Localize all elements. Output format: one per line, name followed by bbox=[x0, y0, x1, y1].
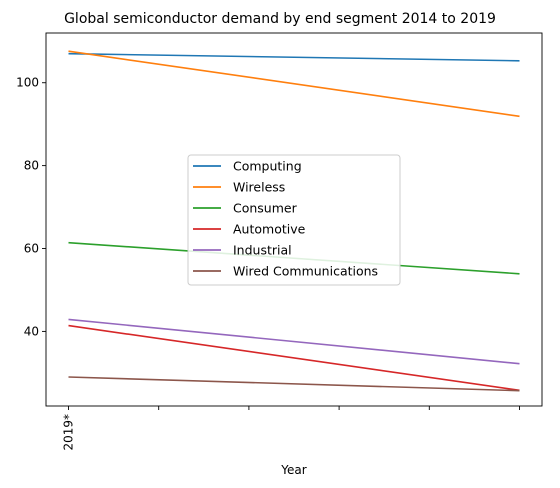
legend-label-computing: Computing bbox=[233, 159, 302, 174]
legend-label-wired-communications: Wired Communications bbox=[233, 264, 378, 279]
legend: Computing Wireless Consumer Automotive Indus… bbox=[187, 154, 401, 286]
y-tick-label: 80 bbox=[24, 159, 39, 173]
series-line-industrial bbox=[68, 318, 520, 365]
series-line-wireless bbox=[68, 50, 520, 118]
legend-label-automotive: Automotive bbox=[233, 222, 306, 237]
series-line-automotive bbox=[68, 324, 520, 392]
legend-label-industrial: Industrial bbox=[233, 243, 292, 258]
y-tick-label: 60 bbox=[24, 242, 39, 256]
plot-area: 40 60 80 100 2019* bbox=[16, 32, 543, 451]
y-tick-label: 100 bbox=[16, 76, 39, 90]
legend-box bbox=[187, 154, 401, 286]
x-tick-label: 2019* bbox=[62, 414, 76, 451]
chart-title: Global semiconductor demand by end segme… bbox=[64, 11, 496, 27]
legend-label-wireless: Wireless bbox=[233, 180, 285, 195]
x-axis-label: Year bbox=[280, 463, 306, 477]
y-tick-label: 40 bbox=[24, 324, 39, 338]
legend-label-consumer: Consumer bbox=[233, 201, 298, 216]
series-line-wired-communications bbox=[68, 376, 520, 392]
series-line-computing bbox=[68, 52, 520, 62]
axes-frame bbox=[45, 32, 543, 407]
